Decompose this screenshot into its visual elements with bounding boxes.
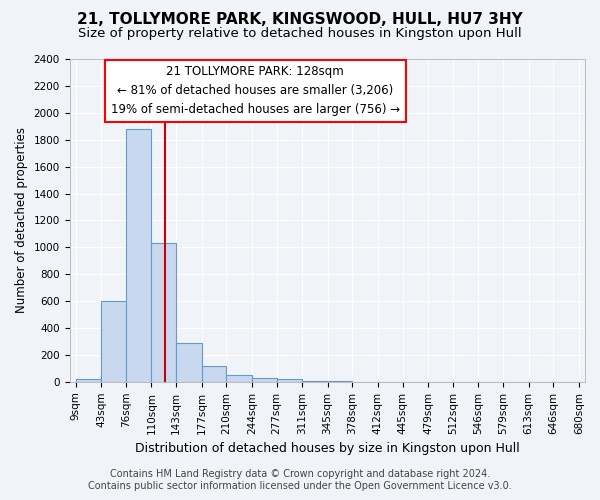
Text: Contains HM Land Registry data © Crown copyright and database right 2024.
Contai: Contains HM Land Registry data © Crown c… bbox=[88, 470, 512, 491]
Bar bbox=[76, 379, 101, 382]
Bar bbox=[151, 244, 176, 382]
Text: 21, TOLLYMORE PARK, KINGSWOOD, HULL, HU7 3HY: 21, TOLLYMORE PARK, KINGSWOOD, HULL, HU7… bbox=[77, 12, 523, 28]
Text: 21 TOLLYMORE PARK: 128sqm
← 81% of detached houses are smaller (3,206)
19% of se: 21 TOLLYMORE PARK: 128sqm ← 81% of detac… bbox=[110, 66, 400, 116]
Bar bbox=[101, 301, 126, 382]
Bar bbox=[202, 366, 226, 382]
Bar bbox=[252, 378, 277, 382]
Bar bbox=[126, 129, 151, 382]
Bar bbox=[277, 379, 302, 382]
Y-axis label: Number of detached properties: Number of detached properties bbox=[15, 128, 28, 314]
Bar bbox=[176, 343, 202, 382]
X-axis label: Distribution of detached houses by size in Kingston upon Hull: Distribution of detached houses by size … bbox=[135, 442, 520, 455]
Bar bbox=[226, 375, 252, 382]
Bar bbox=[302, 381, 328, 382]
Text: Size of property relative to detached houses in Kingston upon Hull: Size of property relative to detached ho… bbox=[78, 28, 522, 40]
